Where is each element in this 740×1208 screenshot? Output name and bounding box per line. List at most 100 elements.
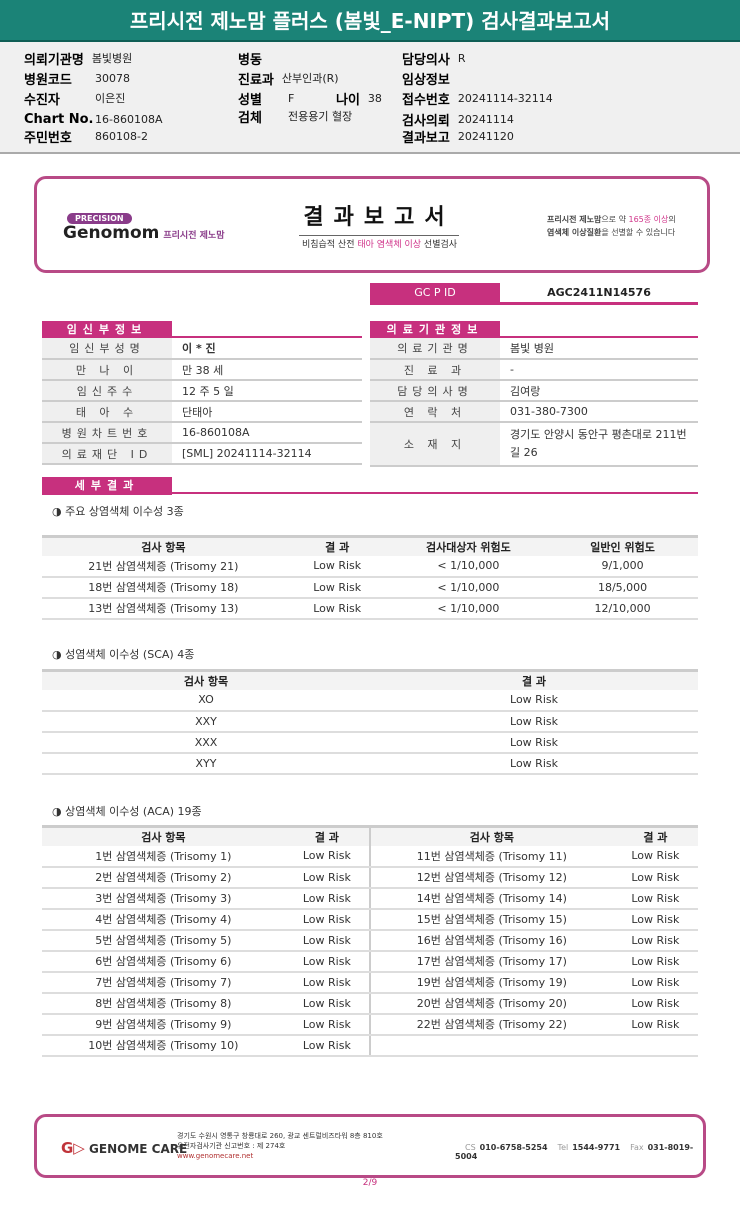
website-link[interactable]: www.genomecare.net [177,1152,254,1160]
table-cell: 3번 삼염색체증 (Trisomy 3) [42,887,285,910]
table-cell: Low Risk [612,950,698,973]
column-header: 검사 항목 [368,825,613,846]
info-row: 소 재 지 경기도 안양시 동안구 평촌대로 211번길 26 [370,422,698,467]
info-row: 의료재단 ID [SML] 20241114-32114 [42,443,362,465]
label: 의뢰기관명 [24,52,84,68]
column-header: 검사 항목 [42,535,285,556]
table-cell: Low Risk [284,845,370,868]
column-header: 결 과 [612,825,698,846]
document-title: 프리시전 제노맘 플러스 (봄빛_E-NIPT) 검사결과보고서 [0,0,740,42]
column-header: 결 과 [370,669,698,690]
info-value: 12 주 5 일 [172,380,362,402]
table-cell: Low Risk [612,887,698,910]
aca-table: 검사 항목 결 과 검사 항목 결 과 1번 삼염색체증 (Trisomy 1) Low … [42,825,698,1057]
table-cell: 9번 삼염색체증 (Trisomy 9) [42,1013,285,1036]
dept-value: 산부인과(R) [281,72,339,85]
table-cell: Low Risk [612,929,698,952]
report-header-card: PRECISION Genomom 프리시전 제노맘 결과보고서 비침습적 산전 … [34,176,710,273]
genomecare-logo: G▷ GENOME CARE [61,1139,188,1157]
order-info-panel: 의뢰기관명 봄빛병원 병원코드 30078 수진자 이은진 Chart No. 16-8… [0,42,740,154]
table-row: 13번 삼염색체증 (Trisomy 13) Low Risk < 1/10,000… [42,597,698,620]
table-cell: Low Risk [284,555,390,578]
table-row: 6번 삼염색체증 (Trisomy 6) Low Risk 17번 삼염색체증 (T… [42,950,698,973]
label: 검사의뢰 [402,113,450,129]
label: 성별 [238,92,262,108]
table-cell: 4번 삼염색체증 (Trisomy 4) [42,908,285,931]
table-cell: 7번 삼염색체증 (Trisomy 7) [42,971,285,994]
table-cell: XXX [42,731,370,754]
info-label: 임신부성명 [42,338,172,360]
major-table: 검사 항목 결 과 검사대상자 위험도 일반인 위험도 21번 삼염색체증 (Triso… [42,535,698,620]
table-cell: < 1/10,000 [389,555,548,578]
table-cell: Low Risk [284,929,370,952]
info-row: 임신부성명 이 * 진 [42,338,362,360]
table-cell: 15번 삼염색체증 (Trisomy 15) [368,908,613,931]
sex-value: F [288,91,295,105]
specimen-value: 전용용기 혈장 [288,110,353,123]
table-cell [612,1034,698,1057]
patient-value: 이은진 [95,92,126,105]
info-value: [SML] 20241114-32114 [172,443,362,465]
table-row: XYY Low Risk [42,752,698,775]
info-value: 이 * 진 [172,338,362,360]
table-cell: Low Risk [284,992,370,1015]
table-cell: 12/10,000 [547,597,698,620]
table-cell: < 1/10,000 [389,576,548,599]
table-row: 21번 삼염색체증 (Trisomy 21) Low Risk < 1/10,000… [42,555,698,578]
table-cell: 6번 삼염색체증 (Trisomy 6) [42,950,285,973]
info-row: 담당의사명 김여랑 [370,380,698,402]
table-cell: 9/1,000 [547,555,698,578]
table-cell: Low Risk [370,689,698,712]
request-value: 20241114 [457,112,514,126]
table-row: 9번 삼염색체증 (Trisomy 9) Low Risk 22번 삼염색체증 (T… [42,1013,698,1036]
sca-table: 검사 항목 결 과 XO Low Risk XXY Low Risk XXX Low Risk… [42,669,698,775]
info-label: 의료기관명 [370,338,500,360]
table-row: 1번 삼염색체증 (Trisomy 1) Low Risk 11번 삼염색체증 (T… [42,845,698,868]
table-cell: Low Risk [284,1034,370,1057]
column-header: 검사 항목 [42,669,370,690]
info-value: 김여랑 [500,380,698,402]
info-value: 만 38 세 [172,359,362,381]
table-cell: Low Risk [284,971,370,994]
table-cell: Low Risk [612,866,698,889]
table-row: XO Low Risk [42,689,698,712]
major-title: ◑ 주요 상염색체 이수성 3종 [52,505,184,518]
section-detail: 세부결과 [42,474,698,495]
table-cell: Low Risk [284,576,390,599]
info-row: 임신주수 12 주 5 일 [42,380,362,402]
info-label: 임신주수 [42,380,172,402]
info-value: 봄빛 병원 [500,338,698,360]
table-row: 5번 삼염색체증 (Trisomy 5) Low Risk 16번 삼염색체증 (T… [42,929,698,952]
info-label: 진 료 과 [370,359,500,381]
table-cell: 1번 삼염색체증 (Trisomy 1) [42,845,285,868]
info-value: - [500,359,698,381]
info-row: 진 료 과- [370,359,698,381]
info-label: 병원차트번호 [42,422,172,444]
table-cell: 13번 삼염색체증 (Trisomy 13) [42,597,285,620]
table-cell: 20번 삼염색체증 (Trisomy 20) [368,992,613,1015]
table-cell: Low Risk [612,971,698,994]
info-label: 의료재단 ID [42,443,172,465]
label: 병동 [238,52,262,68]
table-row: 18번 삼염색체증 (Trisomy 18) Low Risk < 1/10,000… [42,576,698,599]
table-cell: Low Risk [370,710,698,733]
footer: G▷ GENOME CARE 경기도 수원시 영통구 창룡대로 260, 광교 … [34,1114,706,1178]
column-header: 검사대상자 위험도 [389,535,548,556]
info-value: 경기도 안양시 동안구 평촌대로 211번길 26 [500,422,698,467]
chart-value: 16-860108A [95,112,163,126]
gcpid-row: GC P ID AGC2411N14576 [370,283,698,305]
footer-contact: CS 010-6758-5254 Tel 1544-9771 Fax 031-8019-5… [455,1143,694,1161]
table-cell: 22번 삼염색체증 (Trisomy 22) [368,1013,613,1036]
info-row: 태 아 수 단태아 [42,401,362,423]
table-cell: 14번 삼염색체증 (Trisomy 14) [368,887,613,910]
section-institution: 의료기관정보 [370,318,698,339]
label: 나이 [336,92,360,108]
table-row: 8번 삼염색체증 (Trisomy 8) Low Risk 20번 삼염색체증 (T… [42,992,698,1015]
table-cell: Low Risk [612,845,698,868]
table-cell: 21번 삼염색체증 (Trisomy 21) [42,555,285,578]
label: 주민번호 [24,130,72,146]
table-cell: XO [42,689,370,712]
column-header: 일반인 위험도 [547,535,698,556]
table-cell: 17번 삼염색체증 (Trisomy 17) [368,950,613,973]
